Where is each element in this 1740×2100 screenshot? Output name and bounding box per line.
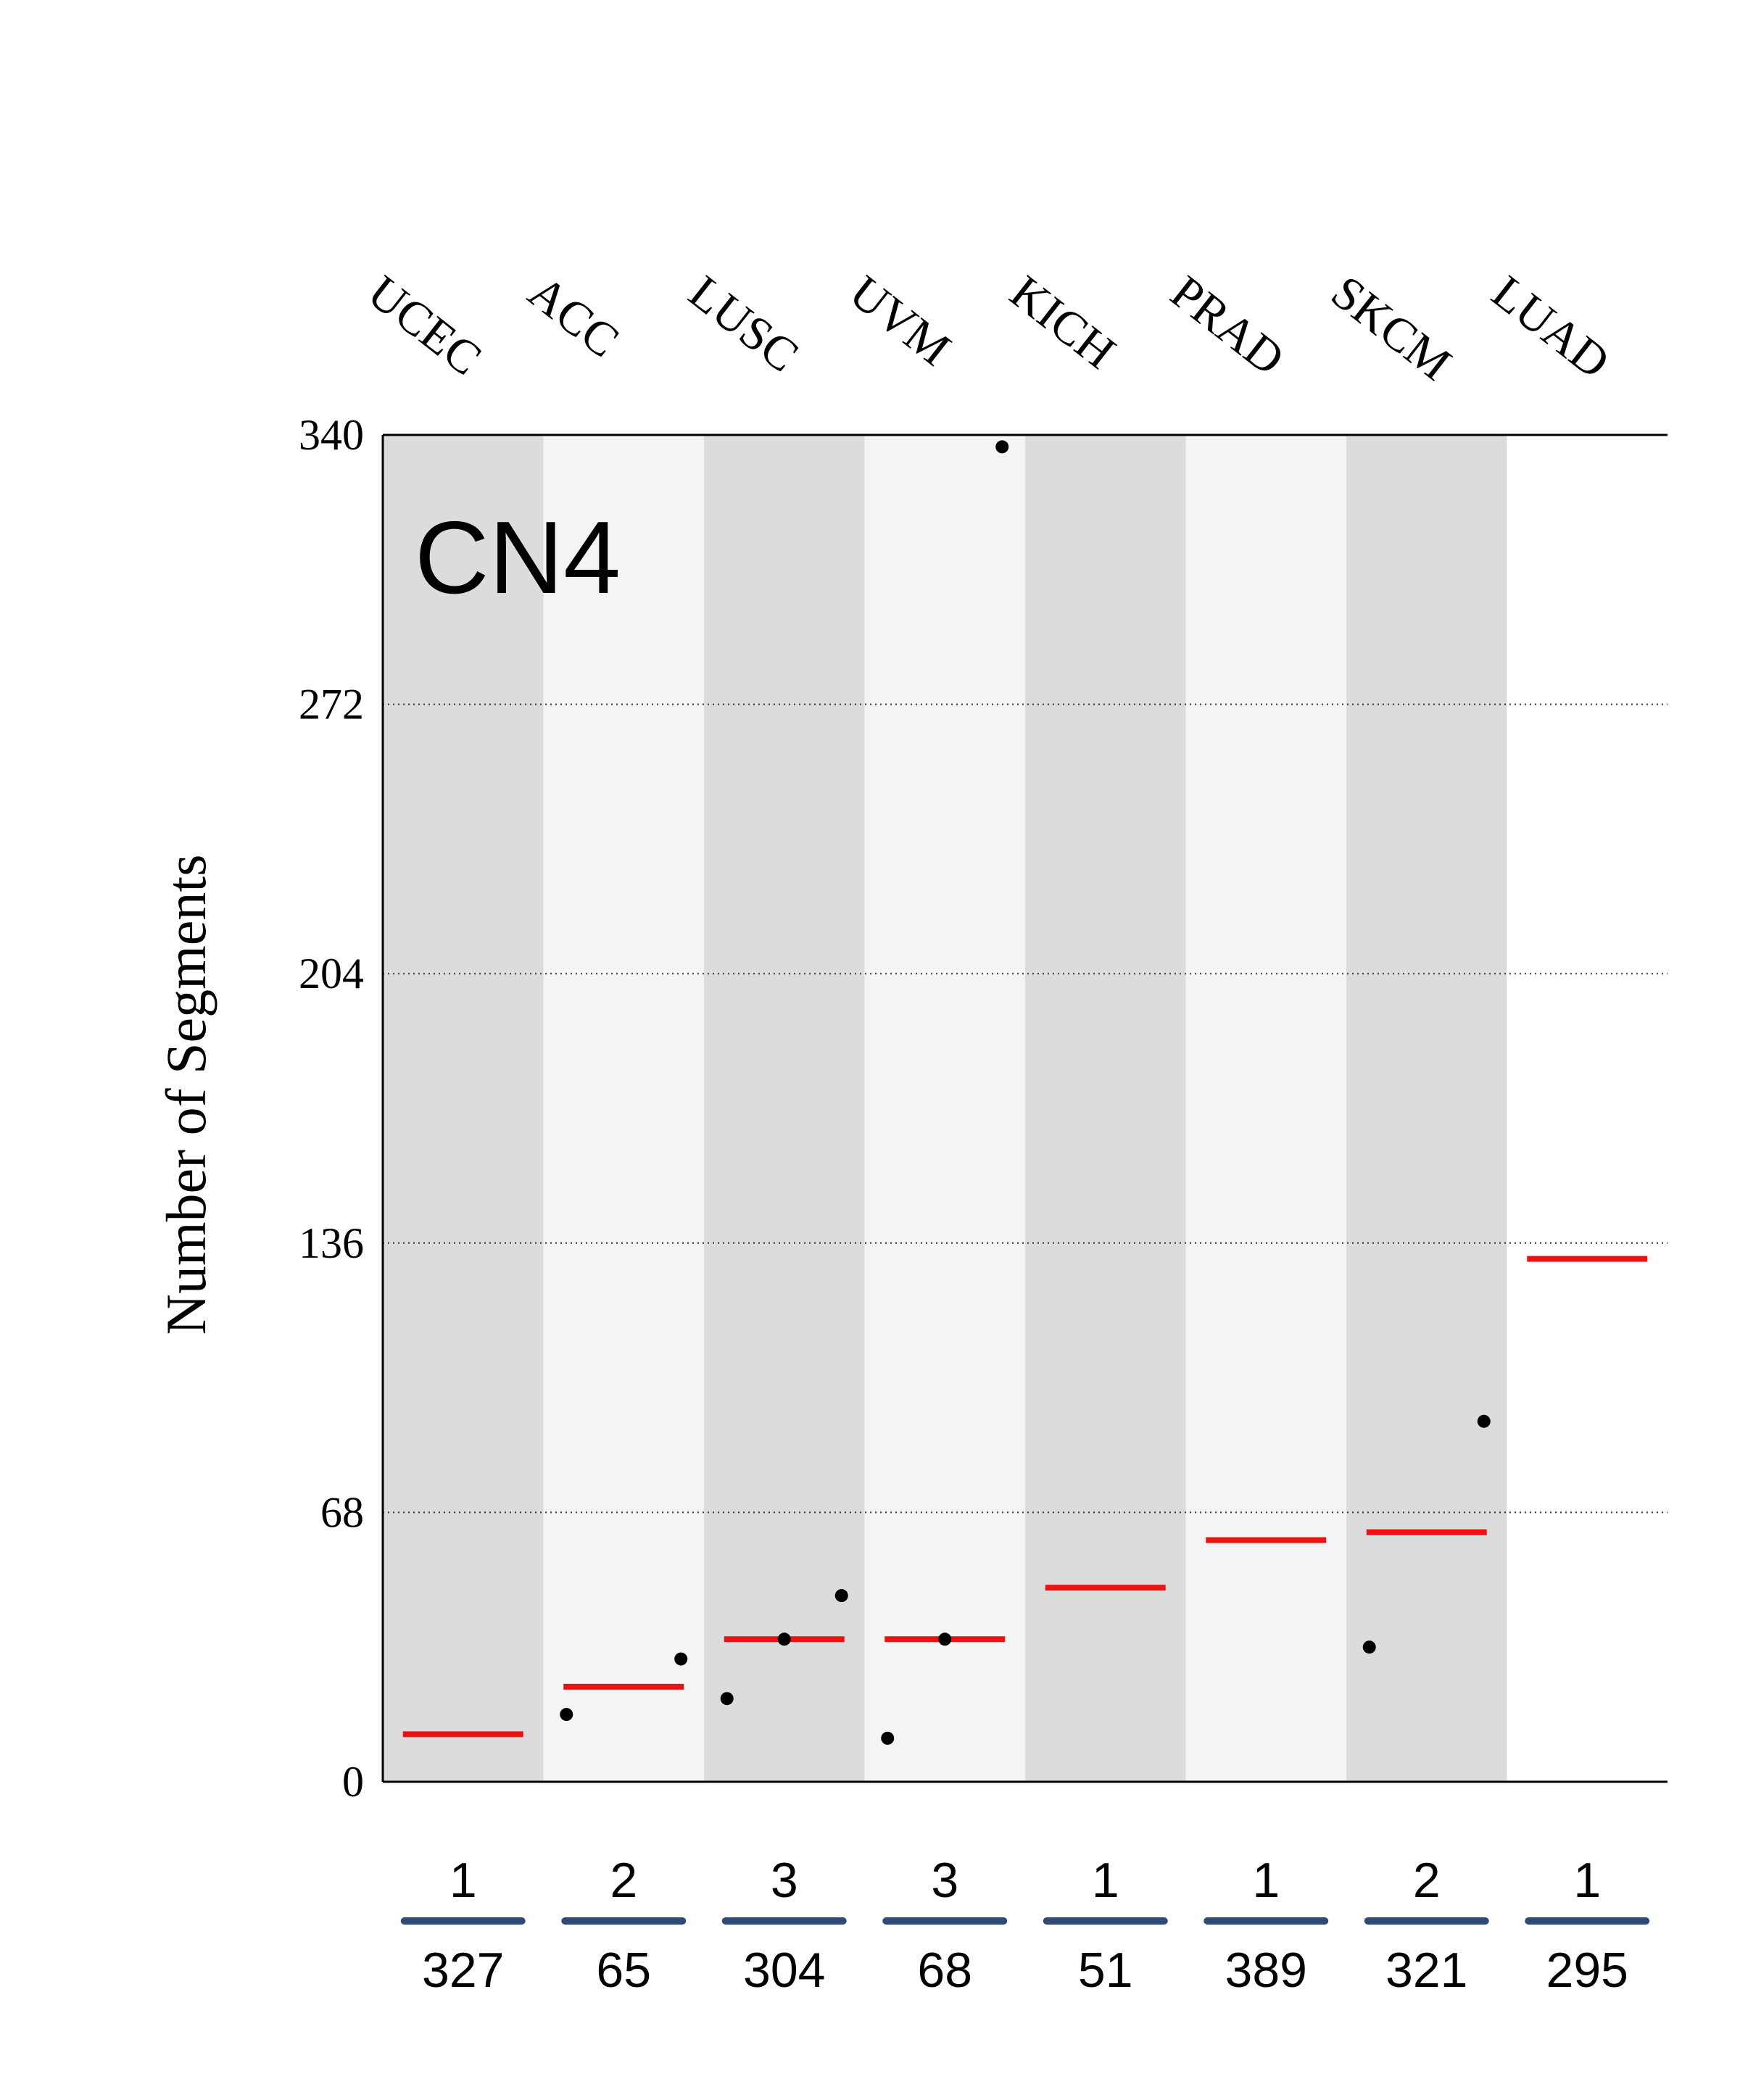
y-tick-label: 0 — [342, 1758, 364, 1806]
category-label: KICH — [1000, 265, 1125, 379]
y-tick-label: 272 — [299, 681, 364, 729]
total-count: 65 — [596, 1943, 651, 1998]
axes — [381, 433, 1668, 1783]
panel-label: CN4 — [415, 500, 621, 615]
total-count: 295 — [1546, 1943, 1628, 1998]
data-point — [674, 1652, 688, 1666]
total-count: 68 — [917, 1943, 972, 1998]
data-point — [834, 1589, 848, 1603]
total-count: 304 — [743, 1943, 825, 1998]
band-ucec — [383, 435, 544, 1782]
category-label: PRAD — [1161, 265, 1294, 386]
total-count: 389 — [1225, 1943, 1307, 1998]
sample-count: 3 — [931, 1853, 958, 1908]
count-labels: 1 327 2 65 3 304 3 68 1 51 1 389 2 321 1 295 — [400, 1853, 1650, 1998]
grid-lines — [383, 703, 1668, 1514]
category-label: UVM — [840, 265, 960, 375]
data-point — [1362, 1640, 1376, 1654]
sample-count: 3 — [771, 1853, 798, 1908]
band-uvm — [864, 435, 1026, 1782]
data-point — [1477, 1414, 1491, 1428]
total-count: 327 — [422, 1943, 504, 1998]
total-count: 51 — [1078, 1943, 1133, 1998]
y-axis-label: Number of Segments — [154, 855, 218, 1335]
sample-count: 2 — [1413, 1853, 1441, 1908]
sample-count: 1 — [1092, 1853, 1119, 1908]
median-lines — [402, 1256, 1648, 1738]
sample-count: 2 — [610, 1853, 637, 1908]
category-label: LUAD — [1482, 265, 1619, 389]
category-labels: UCEC ACC LUSC UVM KICH PRAD SKCM LUAD — [358, 265, 1620, 391]
band-lusc — [704, 435, 865, 1782]
y-tick-label: 136 — [299, 1219, 364, 1267]
category-label: LUSC — [679, 265, 808, 382]
sample-count: 1 — [450, 1853, 477, 1908]
sample-count: 1 — [1252, 1853, 1280, 1908]
y-tick-label: 340 — [299, 411, 364, 459]
y-tick-label: 204 — [299, 950, 364, 997]
category-label: UCEC — [358, 265, 492, 386]
total-count: 321 — [1385, 1943, 1467, 1998]
data-point — [720, 1692, 734, 1706]
data-point — [995, 440, 1009, 454]
sample-count: 1 — [1573, 1853, 1601, 1908]
category-label: SKCM — [1322, 265, 1461, 391]
band-kich — [1025, 435, 1186, 1782]
y-tick-label: 68 — [320, 1488, 364, 1536]
data-point — [881, 1731, 895, 1745]
data-point — [938, 1632, 952, 1646]
y-tick-labels: 0 68 136 204 272 340 — [299, 411, 364, 1806]
band-acc — [543, 435, 705, 1782]
band-prad — [1185, 435, 1347, 1782]
data-points — [560, 440, 1491, 1745]
data-point — [560, 1708, 573, 1722]
category-bands — [383, 435, 1668, 1782]
band-skcm — [1346, 435, 1507, 1782]
category-label: ACC — [518, 265, 629, 368]
band-luad — [1507, 435, 1668, 1782]
data-point — [777, 1632, 791, 1646]
